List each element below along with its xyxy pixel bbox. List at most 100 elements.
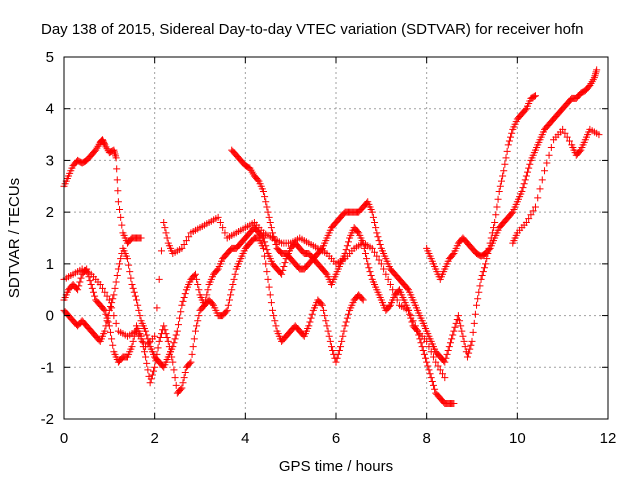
data-point bbox=[193, 275, 201, 283]
data-point bbox=[563, 133, 571, 141]
series-track-a bbox=[60, 136, 145, 247]
data-point bbox=[171, 335, 179, 343]
data-point bbox=[271, 317, 279, 325]
data-point bbox=[147, 375, 155, 383]
data-point bbox=[143, 331, 151, 339]
data-point bbox=[427, 348, 435, 356]
data-point bbox=[174, 321, 182, 329]
data-point bbox=[373, 229, 381, 237]
data-point bbox=[118, 221, 126, 229]
data-point bbox=[474, 295, 482, 303]
data-point bbox=[412, 326, 420, 334]
data-point bbox=[267, 299, 275, 307]
data-point bbox=[521, 106, 529, 114]
data-point bbox=[135, 331, 143, 339]
data-point bbox=[112, 278, 120, 286]
data-point bbox=[389, 286, 397, 294]
data-point bbox=[372, 224, 380, 232]
data-point bbox=[541, 167, 549, 175]
data-point bbox=[113, 271, 121, 279]
data-point bbox=[179, 379, 187, 387]
y-tick-label: -2 bbox=[41, 411, 54, 428]
data-point bbox=[436, 366, 444, 374]
data-point bbox=[450, 327, 458, 335]
data-point bbox=[382, 270, 390, 278]
data-point bbox=[109, 341, 117, 349]
data-point bbox=[99, 284, 107, 292]
data-point bbox=[565, 137, 573, 145]
data-point bbox=[483, 255, 491, 263]
data-point bbox=[321, 312, 329, 320]
data-point bbox=[497, 177, 505, 185]
data-point bbox=[170, 339, 178, 347]
data-point bbox=[368, 208, 376, 216]
data-point bbox=[189, 343, 197, 351]
data-point bbox=[110, 291, 118, 299]
data-point bbox=[384, 275, 392, 283]
data-point bbox=[134, 301, 142, 309]
data-point bbox=[308, 310, 316, 318]
data-point bbox=[593, 66, 601, 74]
data-point bbox=[524, 168, 532, 176]
data-point bbox=[156, 334, 164, 342]
data-point bbox=[343, 242, 351, 250]
data-point bbox=[219, 224, 227, 232]
data-point bbox=[538, 176, 546, 184]
data-point bbox=[492, 211, 500, 219]
data-point bbox=[334, 350, 342, 358]
data-point bbox=[335, 346, 343, 354]
data-point bbox=[155, 337, 163, 345]
data-point bbox=[116, 260, 124, 268]
data-point bbox=[117, 255, 125, 263]
data-point bbox=[160, 322, 168, 330]
data-point bbox=[405, 306, 413, 314]
data-point bbox=[508, 129, 516, 137]
data-point bbox=[333, 354, 341, 362]
data-point bbox=[526, 160, 534, 168]
data-point bbox=[478, 271, 486, 279]
data-point bbox=[500, 167, 508, 175]
y-tick-label: 4 bbox=[46, 101, 54, 118]
data-point bbox=[281, 259, 289, 267]
data-point bbox=[180, 293, 188, 301]
data-point bbox=[449, 331, 457, 339]
y-tick-label: 1 bbox=[46, 256, 54, 273]
data-point bbox=[470, 319, 478, 327]
data-point bbox=[441, 358, 449, 366]
data-point bbox=[482, 260, 490, 268]
data-point bbox=[188, 350, 196, 358]
data-point bbox=[322, 269, 330, 277]
data-point bbox=[480, 264, 488, 272]
data-point bbox=[454, 312, 462, 320]
data-point bbox=[503, 147, 511, 155]
data-point bbox=[103, 292, 111, 300]
data-point bbox=[128, 281, 136, 289]
data-point bbox=[317, 300, 325, 308]
data-point bbox=[280, 262, 288, 270]
data-point bbox=[75, 282, 83, 290]
data-point bbox=[545, 151, 553, 159]
data-point bbox=[476, 282, 484, 290]
data-point bbox=[270, 312, 278, 320]
data-point bbox=[131, 292, 139, 300]
data-point bbox=[380, 265, 388, 273]
data-point bbox=[150, 367, 158, 375]
data-point bbox=[110, 312, 118, 320]
data-point bbox=[208, 300, 216, 308]
series-track-g bbox=[509, 125, 603, 247]
data-point bbox=[501, 160, 509, 168]
data-point bbox=[393, 296, 401, 304]
data-point bbox=[366, 268, 374, 276]
data-point bbox=[409, 317, 417, 325]
data-point bbox=[114, 198, 122, 206]
data-point bbox=[422, 354, 430, 362]
data-point bbox=[179, 297, 187, 305]
data-point bbox=[88, 284, 96, 292]
data-point bbox=[458, 327, 466, 335]
data-point bbox=[140, 348, 148, 356]
data-point bbox=[323, 322, 331, 330]
data-point bbox=[326, 337, 334, 345]
data-point bbox=[194, 281, 202, 289]
data-point bbox=[137, 234, 145, 242]
